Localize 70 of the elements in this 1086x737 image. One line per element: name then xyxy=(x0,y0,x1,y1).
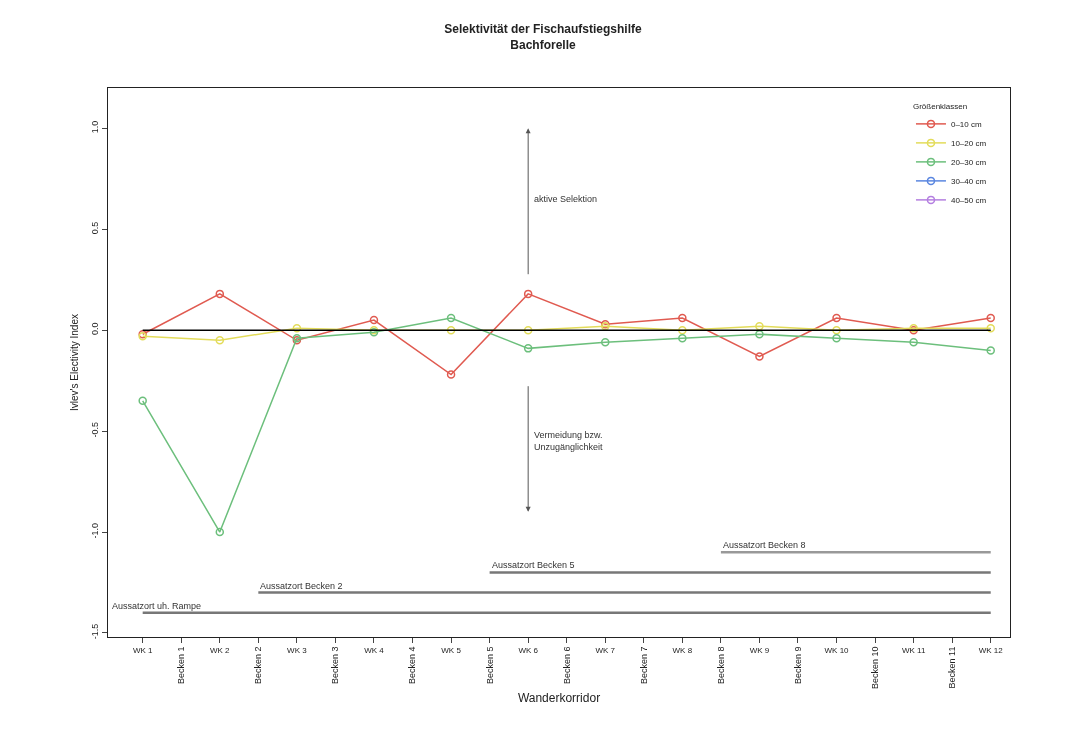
legend-title: Größenklassen xyxy=(912,102,968,112)
annotation: Vermeidung bzw. Unzugänglichkeit xyxy=(534,430,604,452)
y-tick-label: -1.5 xyxy=(90,623,101,640)
chart-title: Selektivität der Fischaufstiegshilfe xyxy=(444,22,643,37)
x-tick-label: WK 6 xyxy=(518,645,539,655)
x-tick-label: Becken 5 xyxy=(484,646,495,685)
y-axis-title: Ivlev's Electivity Index xyxy=(69,314,80,411)
legend-label: 0–10 cm xyxy=(950,120,982,129)
x-tick-label: WK 10 xyxy=(824,645,850,655)
x-tick-label: WK 8 xyxy=(672,645,693,655)
point xyxy=(601,338,610,347)
x-tick-label: Becken 4 xyxy=(407,646,418,685)
x-tick-label: WK 9 xyxy=(749,645,770,655)
point xyxy=(678,334,687,343)
x-tick-label: Becken 7 xyxy=(638,646,649,685)
x-tick-label: Becken 3 xyxy=(330,646,341,685)
x-tick-label: WK 7 xyxy=(595,645,616,655)
point xyxy=(832,313,841,323)
x-tick-label: Becken 6 xyxy=(561,646,572,685)
y-tick-label: -1.0 xyxy=(90,522,101,539)
x-tick-label: WK 4 xyxy=(364,645,385,655)
point xyxy=(215,289,225,299)
legend-label: 10–20 cm xyxy=(950,139,987,148)
point xyxy=(986,313,995,323)
point xyxy=(215,527,225,537)
point xyxy=(755,321,764,331)
point xyxy=(986,323,995,333)
point xyxy=(292,323,302,333)
point xyxy=(446,313,456,323)
point xyxy=(446,370,456,379)
point xyxy=(369,315,379,325)
series-label: Aussatzort uh. Rampe xyxy=(112,601,202,611)
x-tick-label: Becken 11 xyxy=(947,646,958,689)
x-tick-label: Becken 10 xyxy=(870,646,881,690)
point xyxy=(832,325,841,335)
point xyxy=(446,325,456,335)
point xyxy=(909,338,918,347)
y-tick-label: 0.0 xyxy=(90,322,101,336)
point xyxy=(215,336,225,345)
legend-label: 40–50 cm xyxy=(950,196,987,205)
legend-label: 30–40 cm xyxy=(950,177,987,186)
x-tick-label: WK 3 xyxy=(287,645,308,655)
point xyxy=(832,334,841,343)
x-tick-label: Becken 8 xyxy=(715,646,726,685)
point xyxy=(678,313,687,323)
y-tick-label: 1.0 xyxy=(90,120,101,134)
point xyxy=(986,346,995,355)
x-tick-label: WK 5 xyxy=(441,645,462,655)
point xyxy=(755,352,764,361)
x-tick-label: WK 11 xyxy=(901,645,926,655)
x-tick-label: Becken 9 xyxy=(792,646,803,685)
point xyxy=(523,289,533,299)
series-label: Aussatzort Becken 5 xyxy=(492,560,575,570)
series-label: Aussatzort Becken 2 xyxy=(260,581,343,591)
x-tick-label: Becken 2 xyxy=(253,646,264,685)
y-tick-label: 0.5 xyxy=(90,221,101,235)
point xyxy=(678,325,687,335)
x-axis-title: Wanderkorridor xyxy=(517,691,601,706)
point xyxy=(138,396,147,406)
point xyxy=(523,325,533,335)
annotation: aktive Selektion xyxy=(534,194,598,204)
point xyxy=(523,344,533,353)
series-label: Aussatzort Becken 8 xyxy=(723,540,806,550)
chart-subtitle: Bachforelle xyxy=(510,37,576,52)
x-tick-label: Becken 1 xyxy=(176,646,187,685)
x-tick-label: WK 12 xyxy=(978,645,1004,655)
y-tick-label: -0.5 xyxy=(90,422,101,438)
x-tick-label: WK 2 xyxy=(210,645,231,655)
x-tick-label: WK 1 xyxy=(132,645,154,655)
legend-label: 20–30 cm xyxy=(950,158,987,167)
